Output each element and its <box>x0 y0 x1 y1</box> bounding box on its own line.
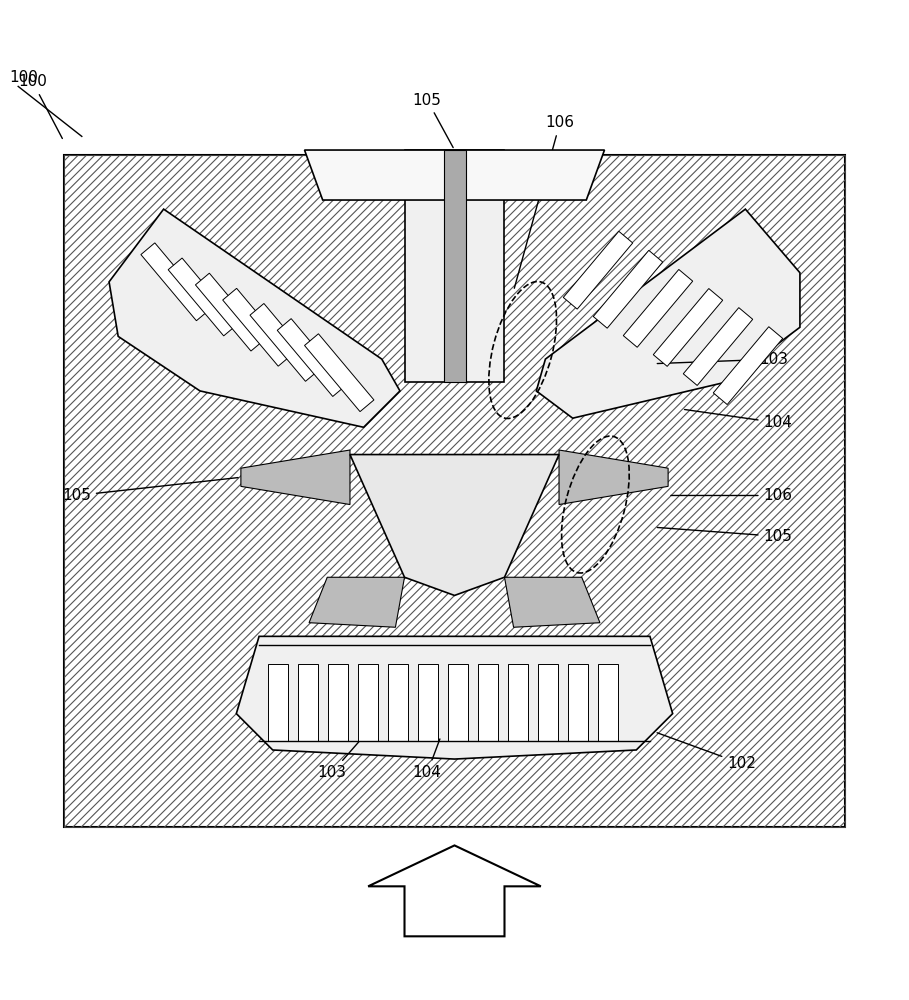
Bar <box>654 289 723 366</box>
Text: 100: 100 <box>18 74 63 138</box>
Polygon shape <box>508 664 528 741</box>
Polygon shape <box>328 664 348 741</box>
Bar <box>444 150 466 382</box>
Text: 100: 100 <box>9 70 38 85</box>
Polygon shape <box>268 664 288 741</box>
Bar <box>64 155 845 827</box>
Polygon shape <box>368 845 541 936</box>
Text: 103: 103 <box>317 738 362 780</box>
Bar <box>141 243 210 321</box>
Text: 104: 104 <box>684 409 793 430</box>
Polygon shape <box>536 209 800 418</box>
Text: 105: 105 <box>62 478 238 503</box>
Polygon shape <box>418 664 438 741</box>
Bar <box>168 258 237 336</box>
Bar <box>305 334 374 412</box>
Polygon shape <box>305 150 604 200</box>
Polygon shape <box>109 209 400 427</box>
Polygon shape <box>448 664 468 741</box>
Bar <box>195 273 265 351</box>
Text: 105: 105 <box>413 93 454 148</box>
Polygon shape <box>241 450 350 505</box>
Polygon shape <box>405 150 504 382</box>
Bar <box>564 231 633 309</box>
Text: 103: 103 <box>657 352 788 367</box>
Bar <box>714 327 783 405</box>
Polygon shape <box>358 664 378 741</box>
Polygon shape <box>598 664 618 741</box>
Bar <box>250 303 319 381</box>
Polygon shape <box>298 664 318 741</box>
Bar <box>594 250 663 328</box>
Text: 105: 105 <box>657 527 793 544</box>
Polygon shape <box>388 664 408 741</box>
Bar <box>64 155 845 827</box>
Bar <box>624 269 693 347</box>
Polygon shape <box>504 577 600 627</box>
Text: 104: 104 <box>413 739 442 780</box>
Bar <box>684 308 753 385</box>
Polygon shape <box>350 455 559 595</box>
Polygon shape <box>309 577 405 627</box>
Polygon shape <box>559 450 668 505</box>
Bar <box>277 319 346 396</box>
Polygon shape <box>538 664 558 741</box>
Bar <box>223 288 292 366</box>
Polygon shape <box>568 664 588 741</box>
Text: 106: 106 <box>671 488 793 503</box>
Text: 106: 106 <box>514 115 574 288</box>
Polygon shape <box>478 664 498 741</box>
Text: 102: 102 <box>657 733 756 771</box>
Polygon shape <box>236 636 673 759</box>
